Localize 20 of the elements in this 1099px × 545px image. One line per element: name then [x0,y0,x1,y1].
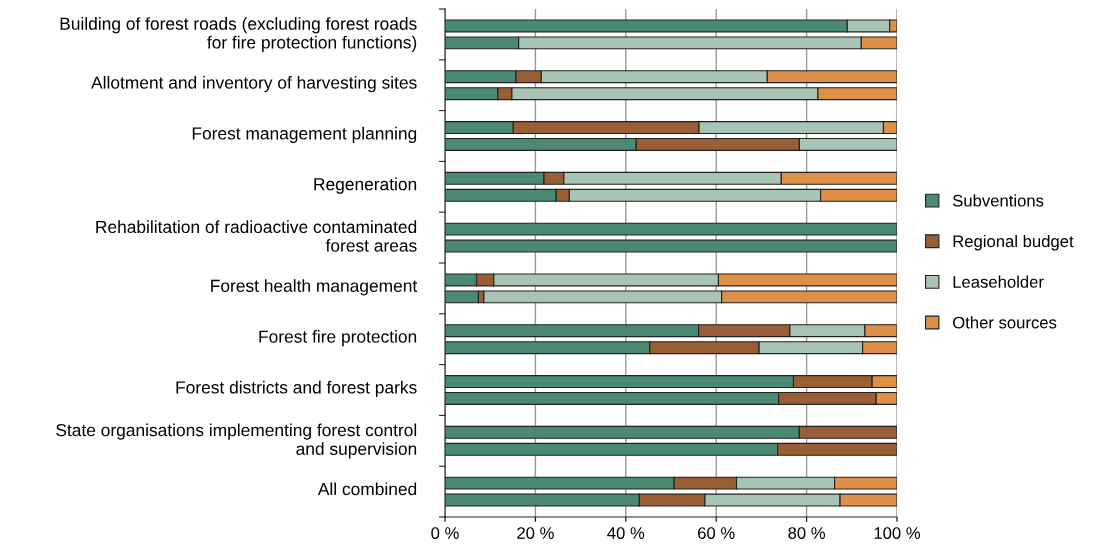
x-tick-label: 20 % [517,527,554,539]
legend-label: Other sources [953,316,1057,329]
x-tick-label: 40 % [607,527,645,539]
legend-label: Regional budget [953,234,1074,251]
y-tick-label: Rehabilitation of radioactive contaminated forest areas [96,220,417,252]
y-tick-label: Building of forest roads (excluding forest roads for fire protection functions) [60,17,417,52]
legend-label: Leaseholder [953,275,1044,288]
x-tick-label: 80 % [788,527,825,539]
y-tick-label: State organisations implementing forest control and supervision [56,423,417,459]
y-tick-label: Allotment and inventory of harvesting sites [91,76,417,93]
x-tick-label: 100 % [874,527,921,539]
y-tick-label: Forest health management [211,279,418,296]
y-tick-label: Forest districts and forest parks [176,380,417,397]
x-tick-label: 0 % [431,527,459,539]
y-tick-label: Forest fire protection [259,330,417,347]
y-tick-label: Regeneration [314,177,417,194]
y-tick-label: All combined [317,482,417,496]
x-tick-label: 60 % [698,527,735,539]
legend-label: Subventions [952,194,1044,207]
y-tick-label: Forest management planning [192,126,417,143]
